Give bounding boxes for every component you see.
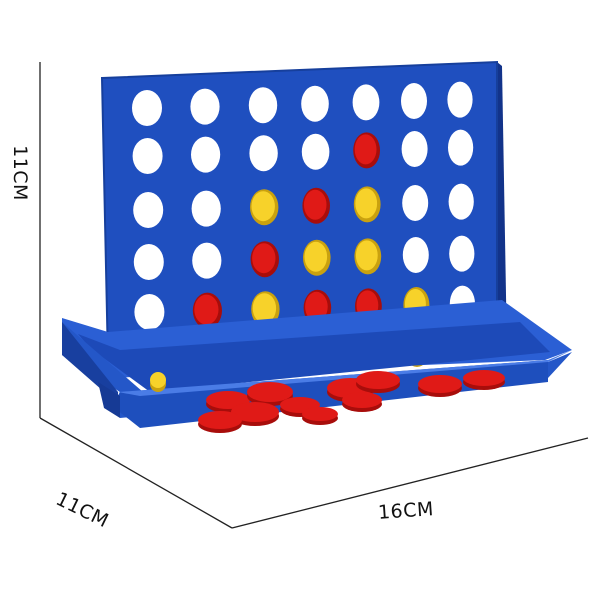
yellow-disc <box>304 241 328 272</box>
tray-inner <box>78 322 550 392</box>
board-side-shade <box>497 62 507 352</box>
red-disc <box>194 294 219 325</box>
board-hole <box>401 83 427 119</box>
tray-disc <box>198 411 242 429</box>
board-hole <box>449 235 475 272</box>
board-hole <box>447 81 473 118</box>
board-hole <box>402 185 429 221</box>
red-disc <box>354 134 377 165</box>
board-hole <box>133 244 164 280</box>
board-hole <box>402 237 429 273</box>
board-hole <box>132 90 162 126</box>
height-label: 11CM <box>8 145 31 201</box>
board-hole <box>352 84 380 121</box>
width-label: 16CM <box>377 498 435 524</box>
tray-disc <box>302 407 338 421</box>
tray-disc <box>150 372 166 388</box>
red-disc <box>305 291 328 322</box>
tray-disc <box>342 392 382 408</box>
board-hole <box>191 190 221 227</box>
tray-front-lip <box>118 350 572 396</box>
width-dimension-line <box>231 437 589 529</box>
yellow-disc <box>251 191 275 222</box>
disc-tray <box>62 300 572 433</box>
red-disc <box>252 243 276 274</box>
board-hole <box>448 183 474 220</box>
board-hole <box>191 136 221 173</box>
tray-disc <box>356 371 400 389</box>
tray-disc <box>247 382 293 402</box>
red-disc <box>303 189 327 220</box>
board-hole <box>249 135 278 172</box>
board-hole <box>133 192 164 228</box>
tray-disc <box>418 375 462 393</box>
yellow-disc <box>252 293 277 324</box>
board-hole <box>301 133 330 170</box>
board-hole <box>134 294 165 330</box>
board-hole <box>301 85 329 122</box>
tray-disc <box>463 370 505 386</box>
game-board <box>100 60 507 374</box>
yellow-disc <box>355 188 378 219</box>
tray-disc <box>206 391 250 409</box>
yellow-disc <box>355 240 378 271</box>
board-hole <box>248 87 278 124</box>
board-hole <box>192 242 222 279</box>
board-hole <box>190 88 220 125</box>
dimension-lines <box>39 62 589 529</box>
depth-dimension-line <box>39 417 233 529</box>
tray-left-face <box>62 322 118 404</box>
board-hole <box>132 138 163 174</box>
tray-discs <box>150 370 505 433</box>
board-hole <box>401 131 428 167</box>
tray-disc <box>231 402 279 422</box>
tray-foot <box>98 382 120 418</box>
board-hole <box>448 129 474 166</box>
